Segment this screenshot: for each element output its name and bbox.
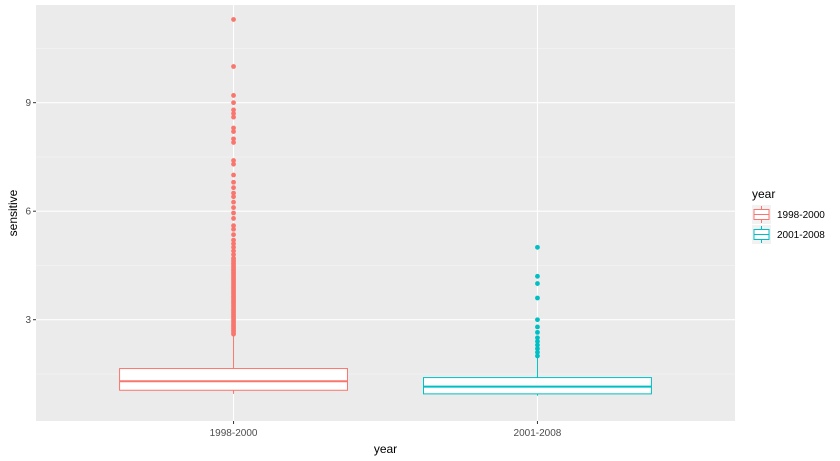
outlier-point [231,226,236,232]
outlier-point [231,232,236,238]
outlier-point [231,252,236,257]
outlier-point [535,339,540,344]
outlier-point [535,335,540,341]
outlier-point [231,190,236,196]
box-1998-2000 [119,335,349,394]
outlier-point [231,205,236,210]
outlier-point [535,342,540,348]
y-axis: 3 6 9 [25,98,36,326]
y-tick-label: 3 [25,315,31,326]
legend-entry: 1998-2000 [752,205,825,224]
outlier-point [231,248,236,254]
outlier-point [231,93,236,98]
outlier-point [231,17,236,22]
outlier-point [231,223,236,229]
x-axis-title: year [374,442,397,456]
box-2001-2008 [422,357,652,396]
outlier-point [535,346,540,352]
legend-label: 2001-2008 [777,230,825,241]
outlier-point [535,317,540,323]
legend-entry: 2001-2008 [752,225,825,244]
box-layer [119,335,652,396]
outlier-layer [231,17,540,359]
outlier-point [231,100,236,106]
outlier-point [535,273,540,279]
box-iqr [119,368,349,391]
outlier-point [231,107,236,113]
outlier-point [231,244,236,250]
y-axis-title: sensitive [6,189,20,236]
outlier-point [231,136,236,142]
y-tick-label: 6 [25,207,31,218]
outlier-point [231,161,236,167]
x-axis: 1998-2000 2001-2008 [210,421,562,439]
outlier-point [231,237,236,243]
legend-title: year [752,187,775,201]
outlier-point [231,172,236,178]
outlier-point [535,324,540,330]
outlier-point [535,281,540,286]
outlier-point [231,125,236,131]
outlier-point [231,194,236,200]
outlier-point [231,255,236,261]
outlier-point [535,353,540,359]
outlier-point [231,179,236,185]
outlier-point [231,216,236,221]
panel-background [36,5,735,421]
x-tick-label: 2001-2008 [514,428,562,439]
outlier-point [535,244,540,250]
grid-lines [36,5,735,421]
x-tick-label: 1998-2000 [210,428,258,439]
outlier-point [231,111,236,116]
outlier-point [231,114,236,120]
outlier-point [231,199,236,205]
outlier-point [231,241,236,247]
outlier-point [535,295,540,301]
legend-label: 1998-2000 [777,210,825,221]
legend: year 1998-2000 2001-2008 [752,187,825,244]
outlier-point [231,210,236,216]
outlier-point [231,140,236,145]
outlier-point [231,185,236,191]
y-tick-label: 9 [25,98,31,109]
outlier-point [535,329,540,335]
outlier-point [231,64,236,69]
outlier-point [231,158,236,163]
outlier-point [231,129,236,135]
outlier-point [535,349,540,355]
